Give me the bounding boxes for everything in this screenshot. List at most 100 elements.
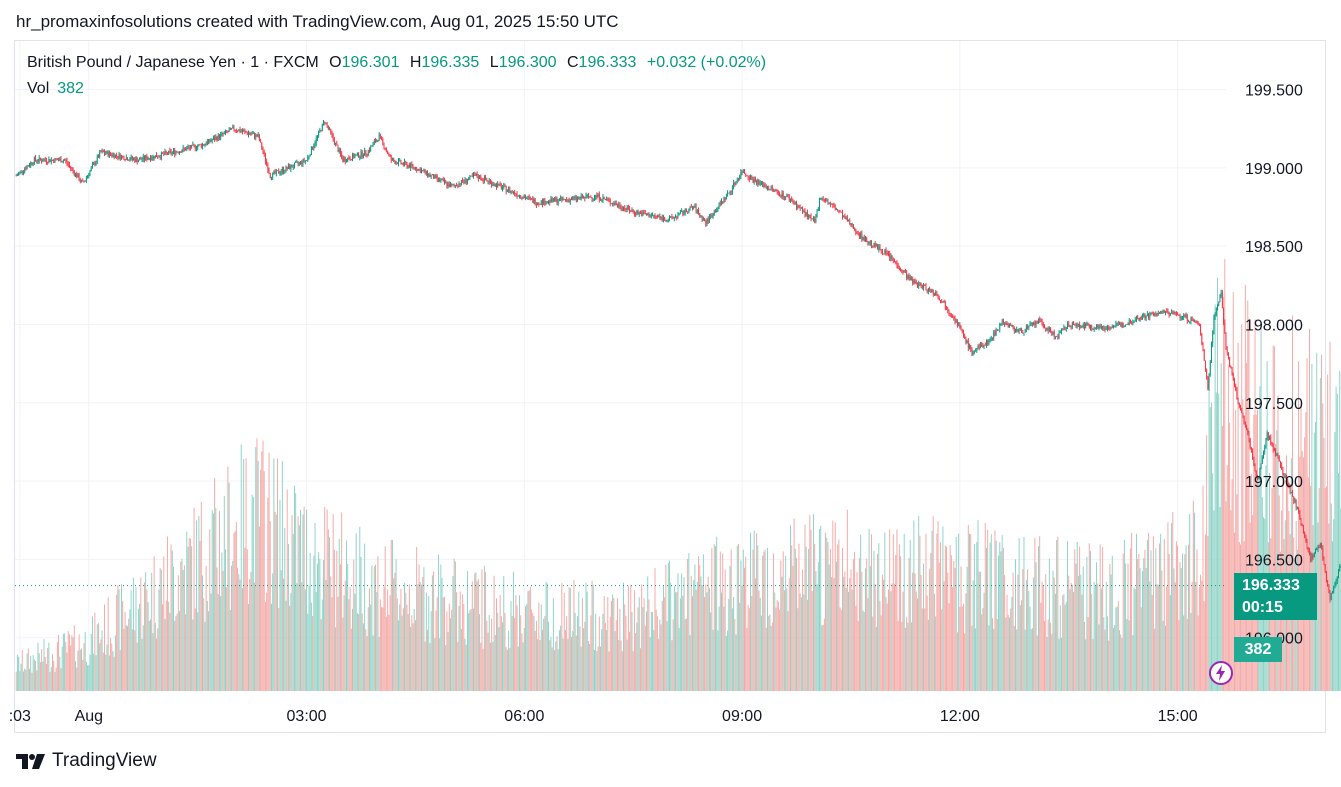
volume-bar <box>217 593 219 691</box>
volume-bar <box>424 641 426 691</box>
candle-body <box>1338 569 1339 578</box>
lightning-icon[interactable] <box>1208 660 1234 686</box>
volume-bar <box>694 564 696 691</box>
candle-body <box>382 138 384 143</box>
volume-bar <box>413 608 415 691</box>
candle-body <box>333 139 335 145</box>
candle-body <box>613 202 615 205</box>
volume-bar <box>1090 551 1091 691</box>
candle-body <box>72 168 74 171</box>
volume-bar <box>440 564 442 691</box>
open-value: 196.301 <box>341 54 400 71</box>
volume-bar <box>886 603 888 691</box>
volume-bar <box>683 577 685 691</box>
volume-bar <box>1002 548 1004 691</box>
candle-body <box>209 139 211 142</box>
volume-bar <box>804 524 806 691</box>
candle-body <box>1150 313 1152 315</box>
chart-frame[interactable] <box>14 40 1326 733</box>
volume-bar <box>946 546 948 691</box>
candle-body <box>303 159 305 162</box>
low-label: L <box>489 54 499 71</box>
volume-bar <box>170 544 172 691</box>
volume-bar <box>111 643 113 691</box>
y-tick-label: 199.500 <box>1245 83 1303 100</box>
volume-layer <box>15 258 1341 691</box>
volume-bar <box>898 544 900 691</box>
candle-body <box>258 134 260 141</box>
volume-bar <box>558 630 560 691</box>
volume-bar <box>1183 615 1185 691</box>
volume-bar <box>43 639 45 691</box>
candle-body <box>890 255 892 259</box>
x-tick-label: 12:00 <box>940 708 980 725</box>
volume-bar <box>463 603 465 691</box>
candle-body <box>458 183 460 187</box>
candle-body <box>1114 325 1116 327</box>
candle-body <box>130 156 132 160</box>
volume-bar <box>936 533 938 691</box>
candle-body <box>558 198 560 202</box>
candle-body <box>734 182 736 185</box>
volume-bar <box>644 625 646 691</box>
volume-bar <box>537 639 539 691</box>
candle-body <box>986 340 987 346</box>
volume-bar <box>145 572 147 691</box>
candle-body <box>42 161 44 163</box>
candle-body <box>219 134 220 139</box>
candle-body <box>16 174 18 176</box>
volume-bar <box>994 530 996 691</box>
volume-bar <box>488 614 490 691</box>
volume-bar <box>37 642 39 691</box>
volume-bar <box>279 499 281 691</box>
candle-body <box>390 156 392 161</box>
volume-bar <box>767 547 768 691</box>
candle-body <box>1082 324 1084 327</box>
volume-bar <box>366 636 368 691</box>
candle-body <box>600 199 601 201</box>
candle-body <box>239 129 241 132</box>
candle-body <box>1103 327 1105 329</box>
candle-body <box>552 198 554 202</box>
candle-body <box>1255 470 1257 476</box>
candle-body <box>1029 324 1031 326</box>
candle-body <box>424 170 426 174</box>
candle-body <box>517 195 519 197</box>
candle-body <box>177 152 179 153</box>
candle-body <box>762 181 764 187</box>
candle-body <box>15 175 17 177</box>
candle-body <box>1013 328 1015 332</box>
candle-body <box>780 196 782 197</box>
volume-bar <box>301 582 303 691</box>
volume-bar <box>48 642 50 691</box>
volume-bar <box>1304 437 1306 691</box>
volume-bar <box>148 620 150 691</box>
candle-body <box>1206 370 1208 377</box>
candle-body <box>206 141 208 145</box>
volume-bar <box>142 625 144 691</box>
volume-bar <box>590 615 592 691</box>
candle-body <box>371 146 373 147</box>
volume-bar <box>944 545 946 691</box>
candle-body <box>768 187 770 190</box>
volume-bar <box>791 545 793 691</box>
volume-bar <box>873 550 875 691</box>
candle-body <box>1328 585 1330 591</box>
volume-bar <box>711 548 713 691</box>
candle-body <box>193 144 195 146</box>
candle-body <box>1001 320 1003 324</box>
volume-bar <box>361 613 363 691</box>
symbol-title[interactable]: British Pound / Japanese Yen · 1 · FXCM <box>27 54 319 71</box>
volume-bar <box>233 532 235 691</box>
candle-body <box>1247 429 1249 433</box>
volume-label[interactable]: Vol <box>27 80 50 97</box>
candle-body <box>285 166 287 172</box>
volume-bar <box>531 609 533 691</box>
candle-body <box>635 213 637 215</box>
candle-body <box>739 176 741 180</box>
volume-bar <box>1087 617 1089 691</box>
candle-body <box>362 155 364 157</box>
volume-bar <box>516 605 518 691</box>
candle-body <box>1010 324 1012 326</box>
